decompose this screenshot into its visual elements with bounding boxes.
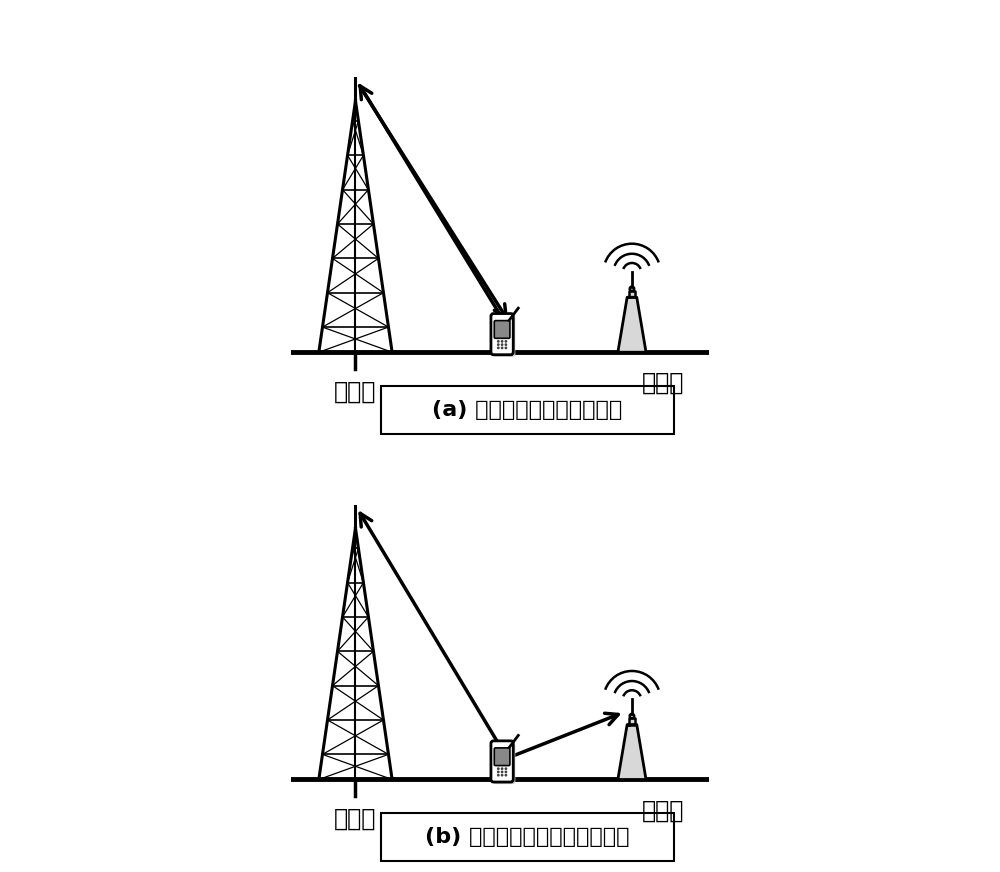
Text: (b) 用户上下行的非对称性接入: (b) 用户上下行的非对称性接入 bbox=[425, 828, 629, 847]
Circle shape bbox=[505, 347, 507, 349]
Circle shape bbox=[630, 714, 634, 719]
Circle shape bbox=[498, 771, 499, 773]
Circle shape bbox=[505, 771, 507, 773]
FancyBboxPatch shape bbox=[493, 743, 515, 784]
Bar bbox=[381, 813, 674, 862]
Polygon shape bbox=[618, 725, 646, 780]
Circle shape bbox=[498, 768, 499, 769]
Text: 微基站: 微基站 bbox=[642, 371, 685, 395]
Bar bbox=[381, 385, 674, 434]
Circle shape bbox=[505, 774, 507, 776]
Text: 微基站: 微基站 bbox=[642, 799, 685, 822]
Circle shape bbox=[505, 344, 507, 345]
Circle shape bbox=[501, 774, 503, 776]
Circle shape bbox=[501, 771, 503, 773]
Circle shape bbox=[498, 341, 499, 342]
Circle shape bbox=[498, 347, 499, 349]
Circle shape bbox=[501, 347, 503, 349]
Circle shape bbox=[498, 344, 499, 345]
Polygon shape bbox=[629, 719, 635, 725]
Text: (a) 用户上下行的对称性接入: (a) 用户上下行的对称性接入 bbox=[432, 400, 622, 419]
FancyBboxPatch shape bbox=[494, 748, 510, 766]
FancyBboxPatch shape bbox=[493, 316, 515, 357]
Circle shape bbox=[498, 774, 499, 776]
Circle shape bbox=[501, 344, 503, 345]
FancyBboxPatch shape bbox=[491, 741, 513, 782]
Circle shape bbox=[501, 341, 503, 342]
Polygon shape bbox=[629, 291, 635, 297]
Circle shape bbox=[630, 287, 634, 291]
Polygon shape bbox=[618, 297, 646, 352]
Circle shape bbox=[505, 768, 507, 769]
FancyBboxPatch shape bbox=[491, 314, 513, 355]
Text: 宏基站: 宏基站 bbox=[334, 807, 377, 831]
Circle shape bbox=[501, 768, 503, 769]
Circle shape bbox=[505, 341, 507, 342]
Text: 宏基站: 宏基站 bbox=[334, 379, 377, 404]
FancyBboxPatch shape bbox=[494, 321, 510, 338]
